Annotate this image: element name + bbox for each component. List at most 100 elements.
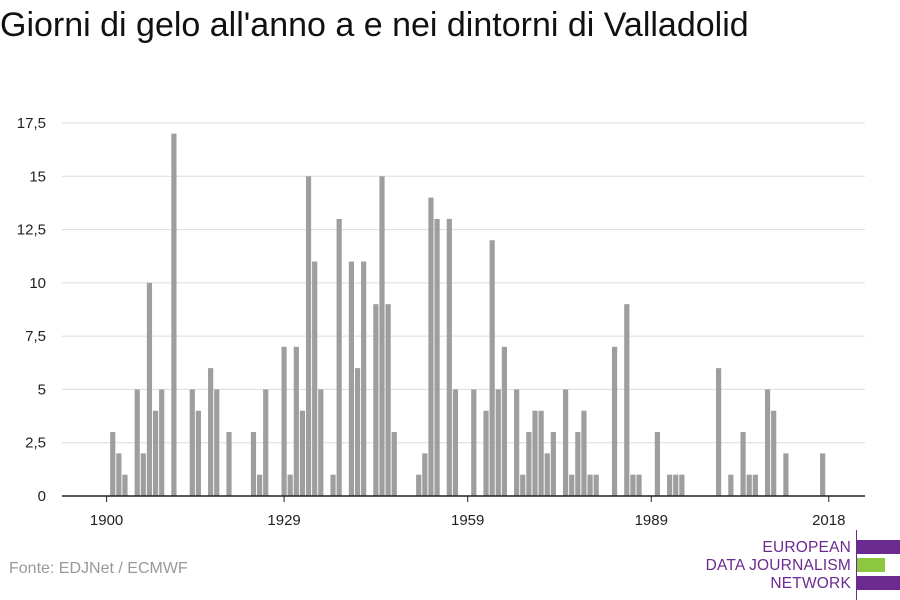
bar-1980 [593, 474, 599, 496]
bar-1901 [110, 432, 116, 496]
bar-1972 [544, 453, 550, 496]
gridlines [62, 122, 865, 444]
y-tick-label: 17,5 [17, 115, 46, 132]
logo-divider [856, 530, 857, 600]
bar-1944 [373, 304, 379, 496]
bar-1933 [305, 176, 312, 497]
y-tick-label: 12,5 [17, 222, 46, 239]
logo-text-line-1: EUROPEAN [762, 539, 851, 556]
bar-1920 [226, 432, 232, 496]
bar-1926 [263, 389, 269, 496]
bar-2000 [716, 368, 722, 496]
logo-bar-purple-bottom [857, 576, 900, 590]
bar-1938 [336, 218, 342, 496]
bar-1951 [416, 474, 422, 496]
bar-1975 [563, 389, 569, 496]
bar-2005 [746, 474, 752, 496]
bar-1931 [293, 346, 299, 496]
y-tick-label: 15 [29, 168, 46, 185]
logo-text-line-2: DATA JOURNALISM [705, 557, 851, 574]
bar-1907 [146, 282, 153, 496]
bar-1908 [152, 410, 159, 496]
bar-1983 [611, 346, 618, 496]
x-tick-label: 1929 [267, 512, 300, 529]
x-tick-label: 1900 [90, 512, 123, 529]
bar-1914 [189, 389, 195, 496]
bar-1929 [281, 346, 287, 496]
bar-1946 [385, 304, 391, 496]
y-tick-label: 5 [38, 381, 46, 398]
bar-1990 [654, 432, 660, 496]
x-axis-tick-labels: 1900 1929 1959 1989 2018 [90, 512, 846, 529]
bar-1911 [171, 133, 177, 496]
bar-1909 [159, 389, 165, 496]
bar-1952 [422, 453, 428, 496]
bar-1987 [636, 474, 642, 496]
bar-1932 [299, 410, 306, 496]
bar-2008 [764, 389, 771, 496]
bar-1906 [140, 453, 146, 496]
bar-1957 [452, 389, 459, 496]
y-tick-label: 7,5 [25, 328, 46, 345]
bar-1976 [569, 474, 575, 496]
bar-1970 [532, 410, 538, 496]
bar-1941 [354, 368, 361, 496]
bar-1965 [501, 346, 507, 496]
bar-2006 [752, 474, 758, 496]
frost-days-bar-chart: 0 2,5 5 7,5 10 12,5 15 17,5 1900 1929 1959 1989 201… [17, 115, 865, 529]
bar-1994 [679, 474, 685, 496]
bar-2004 [740, 432, 746, 496]
y-tick-label: 10 [29, 275, 46, 292]
bar-1967 [514, 389, 520, 496]
bar-1925 [257, 474, 263, 496]
bar-1979 [587, 474, 593, 496]
bar-1935 [318, 389, 324, 496]
logo-text-line-3: NETWORK [770, 575, 851, 592]
bar-2017 [820, 453, 826, 496]
logo-bar-purple-top [857, 540, 900, 554]
bar-1903 [122, 474, 128, 496]
bar-2002 [728, 474, 734, 496]
y-tick-label: 2,5 [25, 435, 46, 452]
bar-1993 [673, 474, 679, 496]
bar-1962 [483, 410, 489, 496]
x-tick-label: 1959 [451, 512, 484, 529]
x-tick-label: 2018 [812, 512, 845, 529]
bar-1956 [446, 218, 452, 496]
bar-2011 [783, 453, 789, 496]
x-tick-label: 1989 [635, 512, 668, 529]
bar-1934 [312, 261, 318, 496]
y-axis-tick-labels: 0 2,5 5 7,5 10 12,5 15 17,5 [17, 115, 46, 505]
bar-1971 [538, 410, 544, 496]
bar-1905 [134, 389, 140, 496]
bar-1978 [581, 410, 587, 496]
logo-bar-green [857, 558, 885, 572]
bar-1954 [434, 218, 440, 496]
bar-1937 [330, 474, 336, 496]
bar-1977 [575, 432, 581, 496]
bar-1940 [348, 261, 354, 496]
bar-1917 [208, 368, 214, 496]
bar-1924 [250, 432, 257, 496]
bar-1963 [489, 240, 495, 496]
bar-1918 [214, 389, 220, 496]
bar-1902 [116, 453, 122, 496]
bar-1973 [550, 432, 556, 496]
x-axis [62, 495, 865, 502]
bar-1986 [630, 474, 636, 496]
bar-1945 [379, 176, 385, 497]
bar-1953 [428, 197, 434, 496]
bars [110, 133, 826, 497]
bar-1947 [391, 432, 397, 496]
bar-1992 [667, 474, 673, 496]
y-tick-label: 0 [38, 488, 46, 505]
bar-1969 [526, 432, 532, 496]
bar-1960 [471, 389, 477, 496]
edjnet-logo: EUROPEAN DATA JOURNALISM NETWORK [700, 530, 900, 600]
bar-1985 [624, 304, 630, 496]
bar-1964 [495, 389, 501, 496]
bar-1942 [361, 261, 367, 496]
source-note: Fonte: EDJNet / ECMWF [9, 560, 188, 577]
chart-title: Giorni di gelo all'anno a e nei dintorni… [0, 6, 749, 44]
bar-1968 [520, 474, 526, 496]
